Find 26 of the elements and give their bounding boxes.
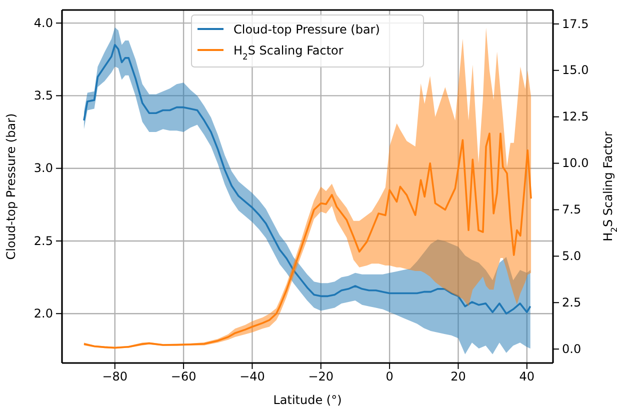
y2-tick-label: 5.0 <box>562 249 582 264</box>
y2-tick-label: 12.5 <box>562 110 589 124</box>
x-tick-label: 40 <box>519 370 535 384</box>
y-tick-label: 2.5 <box>34 234 53 248</box>
x-tick-label: 20 <box>450 370 466 384</box>
x-tick-label: 0 <box>386 370 394 384</box>
x-tick-label: −80 <box>102 370 128 384</box>
y-tick-label: 2.0 <box>34 306 53 320</box>
y2-tick-label: 15.0 <box>562 63 589 78</box>
line-series <box>83 44 532 315</box>
x-tick-label: −40 <box>240 370 265 384</box>
y-tick-label: 3.5 <box>34 88 53 103</box>
legend-label: H$_{2}$S Scaling Factor <box>234 44 344 62</box>
y2-tick-label: 10.0 <box>562 156 589 170</box>
y-axis-title: Cloud-top Pressure (bar) <box>4 113 18 260</box>
y-tick-label: 4.0 <box>34 16 53 30</box>
x-tick-label: −20 <box>308 370 334 384</box>
y2-tick-label: 2.5 <box>562 295 582 310</box>
legend-label: Cloud-top Pressure (bar) <box>234 22 380 36</box>
y2-tick-label: 17.5 <box>562 16 589 31</box>
line-series <box>83 132 532 349</box>
x-tick-label: −60 <box>170 370 196 384</box>
y-tick-label: 3.0 <box>34 161 53 176</box>
x-axis-title: Latitude (°) <box>273 393 342 407</box>
y2-tick-label: 0.0 <box>562 342 582 356</box>
y2-tick-label: 7.5 <box>562 202 582 217</box>
